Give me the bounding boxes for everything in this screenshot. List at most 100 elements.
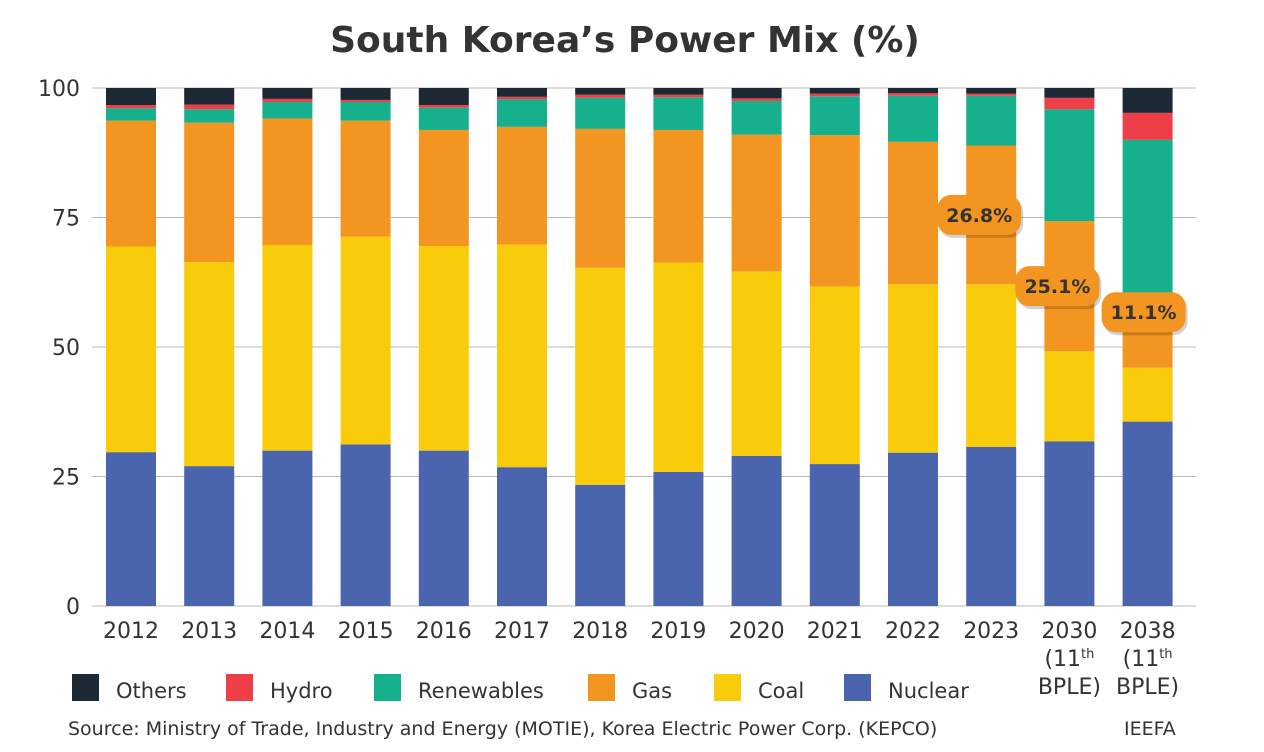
- bar-others-2017: [497, 88, 547, 97]
- bar-hydro-2016: [418, 105, 469, 108]
- x-tick-label: 2022: [885, 619, 941, 644]
- legend-swatch-coal: [714, 674, 741, 701]
- bar-hydro-2020: [731, 98, 782, 101]
- legend-swatch-gas: [588, 674, 615, 701]
- bar-hydro-2014: [262, 98, 313, 102]
- y-tick-label: 0: [66, 595, 80, 620]
- x-tick-label: BPLE): [1038, 675, 1101, 700]
- legend-label-gas: Gas: [632, 679, 672, 703]
- bar-coal-2030: [1044, 351, 1095, 442]
- bar-renewables-2016: [418, 107, 469, 130]
- bar-coal-2018: [575, 267, 626, 485]
- legend-label-hydro: Hydro: [270, 679, 333, 703]
- source-note: Source: Ministry of Trade, Industry and …: [68, 718, 937, 740]
- x-tick-label: 2030: [1041, 619, 1097, 644]
- x-tick-label: 2016: [416, 619, 472, 644]
- legend-label-coal: Coal: [758, 679, 804, 703]
- bar-nuclear-2023: [966, 446, 1017, 606]
- bar-renewables-2013: [184, 109, 235, 123]
- bars: [106, 88, 1173, 606]
- bar-others-2014: [262, 88, 313, 99]
- legend-swatch-nuclear: [844, 674, 871, 701]
- bar-hydro-2038: [1122, 112, 1173, 140]
- bar-coal-2012: [106, 246, 156, 453]
- bar-others-2016: [418, 88, 469, 106]
- bar-hydro-2023: [966, 93, 1017, 96]
- bar-gas-2016: [418, 129, 469, 246]
- bar-coal-2021: [809, 286, 860, 465]
- bar-gas-2018: [575, 128, 626, 268]
- bar-renewables-2020: [731, 100, 782, 135]
- x-tick-label: 2021: [807, 619, 863, 644]
- bar-nuclear-2038: [1122, 421, 1173, 606]
- bar-hydro-2012: [106, 105, 156, 109]
- callout-label: 26.8%: [946, 205, 1012, 227]
- bar-coal-2016: [418, 245, 469, 451]
- y-tick-label: 25: [52, 466, 80, 491]
- bar-hydro-2015: [340, 99, 391, 102]
- bar-nuclear-2014: [262, 450, 313, 606]
- bar-others-2030: [1044, 88, 1095, 98]
- bar-others-2020: [731, 88, 782, 99]
- legend-swatch-hydro: [226, 674, 253, 701]
- x-tick-label: 2023: [963, 619, 1019, 644]
- bar-coal-2022: [888, 284, 938, 453]
- y-tick-label: 50: [52, 336, 80, 361]
- bar-hydro-2021: [809, 93, 860, 97]
- bar-others-2023: [966, 88, 1017, 94]
- y-tick-label: 75: [52, 207, 80, 232]
- bar-renewables-2023: [966, 95, 1017, 146]
- bar-others-2015: [340, 88, 391, 100]
- chart-title: South Korea’s Power Mix (%): [330, 20, 920, 61]
- bar-nuclear-2016: [418, 450, 469, 606]
- bar-others-2022: [888, 88, 938, 94]
- bar-renewables-2014: [262, 101, 313, 119]
- bar-nuclear-2030: [1044, 441, 1095, 606]
- callouts: 26.8% 25.1% 11.1%: [937, 194, 1188, 336]
- bar-coal-2038: [1122, 367, 1173, 422]
- y-tick-label: 100: [38, 77, 80, 102]
- bar-hydro-2013: [184, 104, 235, 110]
- bar-others-2038: [1122, 88, 1173, 113]
- bar-nuclear-2019: [653, 471, 704, 606]
- bar-nuclear-2017: [497, 467, 547, 606]
- bar-others-2018: [575, 88, 626, 95]
- x-tick-label: 2014: [259, 619, 315, 644]
- bar-nuclear-2020: [731, 455, 782, 606]
- bar-hydro-2017: [497, 96, 547, 100]
- grid-lines: [92, 87, 1196, 607]
- bar-gas-2019: [653, 129, 704, 263]
- bar-gas-2017: [497, 126, 547, 245]
- bar-renewables-2021: [809, 96, 860, 136]
- bar-coal-2019: [653, 262, 704, 472]
- legend-label-others: Others: [116, 679, 187, 703]
- bar-nuclear-2022: [888, 452, 938, 606]
- bar-renewables-2018: [575, 97, 626, 129]
- bar-nuclear-2018: [575, 484, 626, 606]
- legend-label-nuclear: Nuclear: [888, 679, 969, 703]
- x-tick-label: BPLE): [1116, 675, 1179, 700]
- callout-label: 25.1%: [1024, 276, 1090, 298]
- callout-label: 11.1%: [1111, 302, 1177, 324]
- bar-gas-2020: [731, 134, 782, 272]
- x-tick-label: 2013: [181, 619, 237, 644]
- x-tick-label: 2012: [103, 619, 159, 644]
- bar-renewables-2015: [340, 101, 391, 121]
- bar-gas-2013: [184, 122, 235, 263]
- x-axis-ticks: 2012 2013 2014 2015 2016 2017 2018 2019 2020 2021…: [103, 619, 1179, 700]
- bar-hydro-2018: [575, 94, 626, 98]
- x-tick-label: 2015: [338, 619, 394, 644]
- callout-badge: [937, 194, 1022, 235]
- bar-nuclear-2021: [809, 464, 860, 606]
- bar-renewables-2012: [106, 108, 156, 121]
- bar-coal-2015: [340, 236, 391, 445]
- bar-nuclear-2013: [184, 466, 235, 606]
- bar-renewables-2030: [1044, 109, 1095, 222]
- x-tick-label: 2038: [1120, 619, 1176, 644]
- bar-gas-2015: [340, 120, 391, 237]
- bar-hydro-2022: [888, 93, 938, 96]
- bar-coal-2014: [262, 244, 313, 451]
- bar-renewables-2019: [653, 97, 704, 130]
- bar-others-2021: [809, 88, 860, 94]
